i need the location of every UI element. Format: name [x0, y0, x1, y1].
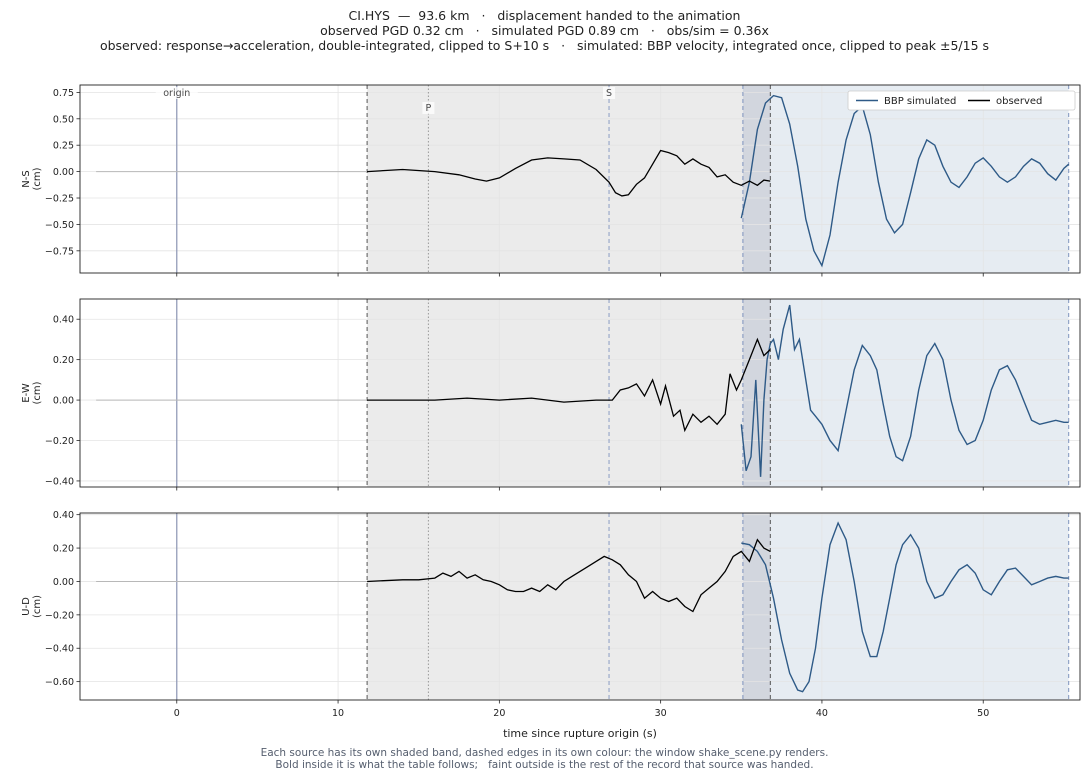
y-tick-label: −0.40: [45, 644, 74, 655]
simulated-trace: [740, 304, 1069, 477]
panel-2: −0.40 −0.20 0.00 0.20 0.40 E-W(cm): [21, 298, 1081, 491]
marker-label-s: S: [606, 88, 612, 99]
panel-frame: [79, 84, 1081, 274]
y-tick-label: −0.25: [45, 194, 74, 205]
panel-3: −0.60 −0.40 −0.20 0.00 0.20 0.40 0 10 20 30 40 50 U-…: [21, 510, 1081, 719]
overlap-window-band: [742, 85, 771, 273]
y-tick-label: 0.40: [53, 510, 74, 521]
title-line-1: CI.HYS — 93.6 km · displacement handed t…: [348, 8, 741, 23]
legend-label: observed: [996, 96, 1042, 107]
figure-caption: Each source has its own shaded band, das…: [0, 747, 1089, 771]
x-tick-label: 50: [977, 708, 989, 719]
y-axis-label-line: E-W: [21, 383, 32, 403]
x-tick-label: 20: [493, 708, 505, 719]
panel-frame: [79, 298, 1081, 488]
y-tick-label: −0.40: [45, 476, 74, 487]
simulated-window-band: [742, 299, 1069, 487]
simulated-trace: [741, 521, 1069, 693]
y-tick-label: 0.20: [53, 355, 74, 366]
marker-label-bg: [422, 102, 435, 114]
observed-trace: [367, 337, 771, 433]
y-tick-label: 0.40: [53, 315, 74, 326]
observed-trace: [367, 538, 771, 613]
marker-label-bg: [603, 87, 616, 99]
observed-window-band: [367, 299, 771, 487]
x-tick-label: 30: [655, 708, 667, 719]
caption-line-2: Bold inside it is what the table follows…: [275, 759, 814, 771]
x-tick-label: 0: [174, 708, 180, 719]
x-axis-label: time since rupture origin (s): [503, 727, 657, 740]
y-tick-label: 0.75: [53, 88, 74, 99]
marker-label-origin: origin: [163, 88, 190, 99]
y-tick-label: 0.50: [53, 114, 74, 125]
legend-label: BBP simulated: [884, 96, 956, 107]
y-tick-label: −0.50: [45, 220, 74, 231]
x-tick-label: 40: [816, 708, 828, 719]
figure-title: CI.HYS — 93.6 km · displacement handed t…: [0, 8, 1089, 53]
panel-1: −0.75 −0.50 −0.25 0.00 0.25 0.50 0.75 N-S(cm) or…: [21, 84, 1081, 277]
legend: BBP simulated observed: [847, 90, 1076, 111]
y-tick-label: −0.60: [45, 677, 74, 688]
marker-label-p: P: [426, 103, 432, 114]
y-axis-label: N-S(cm): [21, 167, 43, 190]
marker-label-bg: [155, 87, 198, 99]
y-tick-label: 0.00: [53, 396, 74, 407]
y-axis-label-line: U-D: [21, 597, 32, 616]
simulated-window-band: [742, 85, 1069, 273]
caption-line-1: Each source has its own shaded band, das…: [260, 747, 829, 759]
simulated-window-band: [742, 513, 1069, 700]
y-axis-label: U-D(cm): [21, 595, 43, 618]
panel-frame: [79, 512, 1081, 701]
y-tick-label: 0.00: [53, 167, 74, 178]
title-line-2: observed PGD 0.32 cm · simulated PGD 0.8…: [320, 23, 769, 38]
y-tick-label: 0.25: [53, 141, 74, 152]
y-axis-label-line: N-S: [21, 170, 32, 187]
observed-trace: [367, 149, 771, 197]
observed-window-band: [367, 85, 771, 273]
y-axis-label: E-W(cm): [21, 381, 43, 404]
x-tick-label: 10: [332, 708, 344, 719]
simulated-trace: [740, 94, 1070, 268]
y-axis-label-line: (cm): [32, 595, 43, 618]
y-tick-label: 0.00: [53, 577, 74, 588]
title-line-3: observed: response→acceleration, double-…: [99, 38, 990, 53]
y-axis-label-line: (cm): [32, 381, 43, 404]
y-axis-label-line: (cm): [32, 167, 43, 190]
y-tick-label: −0.75: [45, 246, 74, 257]
legend-box: [847, 90, 1076, 111]
y-tick-label: 0.20: [53, 544, 74, 555]
y-tick-label: −0.20: [45, 436, 74, 447]
observed-window-band: [367, 513, 771, 700]
y-tick-label: −0.20: [45, 610, 74, 621]
